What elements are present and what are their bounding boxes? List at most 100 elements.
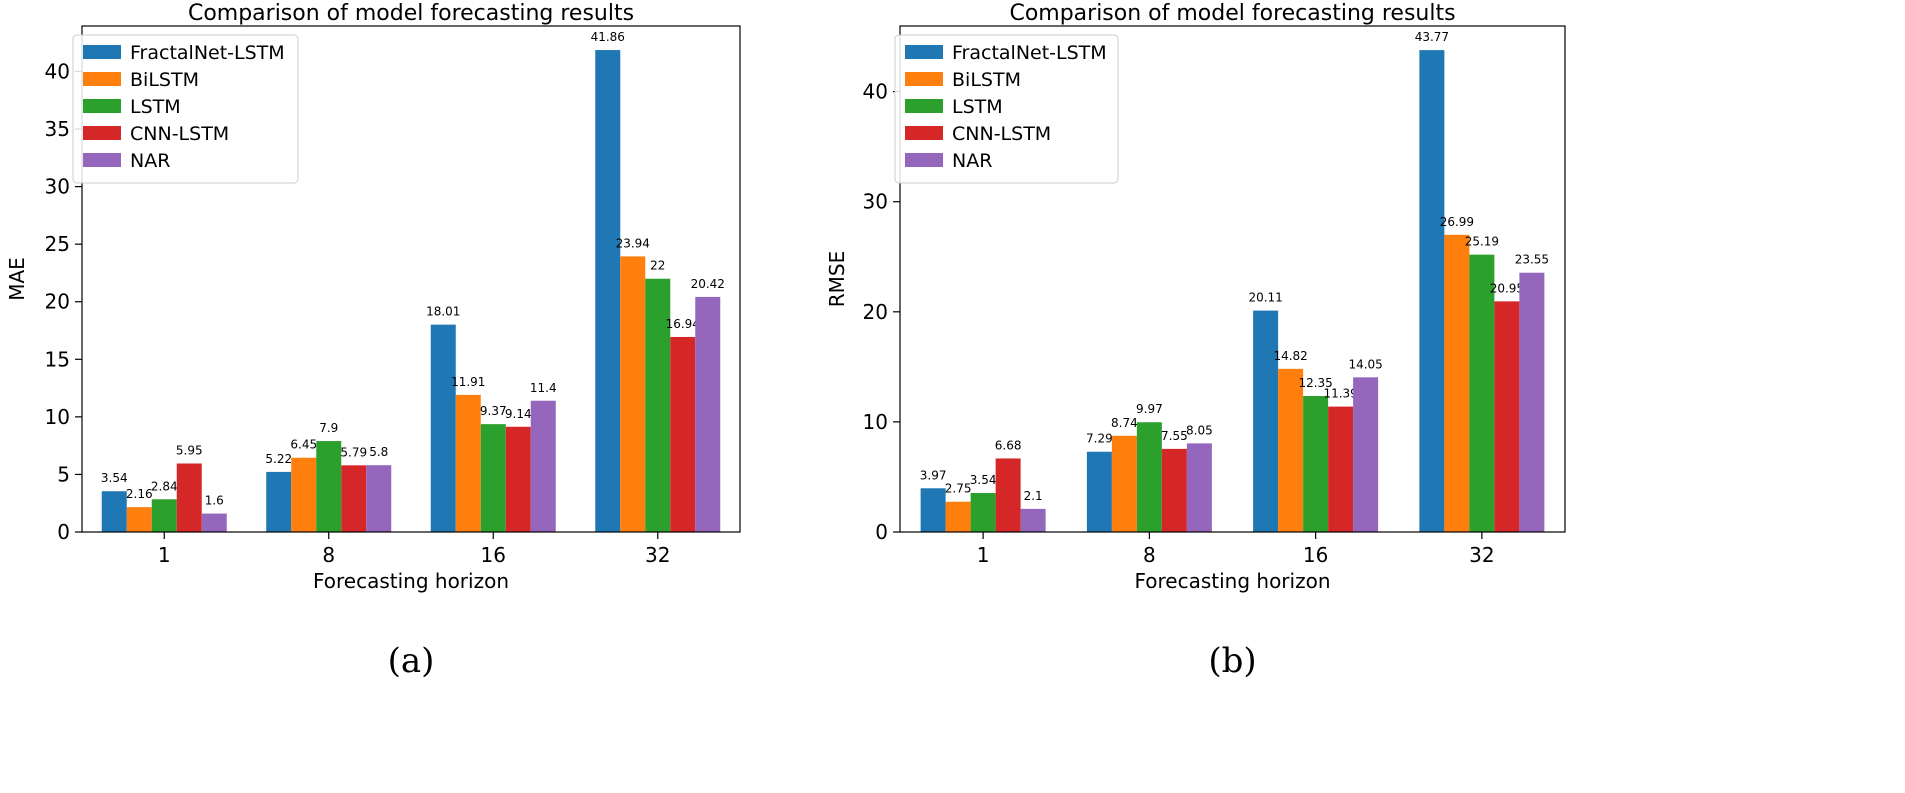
figure-caption: (a) [388, 641, 435, 681]
y-tick-label: 30 [863, 190, 888, 214]
bar [151, 499, 177, 532]
y-axis-label: RMSE [825, 251, 849, 307]
bar [1419, 50, 1445, 533]
bar [126, 507, 152, 532]
bar [1328, 406, 1354, 532]
bar [995, 458, 1021, 532]
bar [505, 426, 531, 532]
y-tick-label: 25 [45, 232, 70, 256]
data-label: 11.4 [530, 381, 557, 395]
bar [1253, 310, 1279, 532]
bar [1494, 301, 1520, 532]
bar [1303, 396, 1329, 532]
legend-swatch [83, 126, 121, 140]
bar [1086, 451, 1112, 532]
data-label: 14.05 [1348, 357, 1382, 371]
series-2: 2.75 8.74 14.82 26.99 [945, 215, 1474, 532]
data-label: 6.68 [995, 438, 1022, 452]
y-tick-label: 20 [45, 290, 70, 314]
data-label: 20.42 [691, 277, 725, 291]
bar [1020, 508, 1046, 532]
legend-swatch [905, 45, 943, 59]
series-4: 5.95 5.79 9.14 16.94 [176, 317, 700, 532]
data-label: 2.84 [151, 479, 178, 493]
data-label: 1.6 [205, 494, 224, 508]
data-label: 5.95 [176, 443, 203, 457]
data-label: 3.54 [101, 471, 128, 485]
x-tick-label: 8 [322, 543, 335, 567]
y-tick-label: 40 [45, 59, 70, 83]
data-label: 26.99 [1440, 215, 1474, 229]
bar [1278, 368, 1304, 532]
data-label: 18.01 [426, 305, 460, 319]
bar [201, 513, 227, 532]
legend-label: BiLSTM [952, 69, 1021, 91]
legend-label: CNN-LSTM [130, 123, 229, 145]
y-tick-label: 15 [45, 347, 70, 371]
y-tick-label: 5 [57, 462, 70, 486]
bar [1111, 435, 1137, 532]
data-label: 6.45 [290, 438, 317, 452]
bar [455, 394, 481, 532]
y-tick-label: 0 [57, 520, 70, 544]
bar [945, 501, 971, 532]
chart-title: Comparison of model forecasting results [188, 1, 634, 26]
legend-swatch [905, 72, 943, 86]
x-tick-label: 16 [481, 543, 506, 567]
legend-label: NAR [130, 150, 170, 172]
x-tick-label: 32 [1469, 543, 1494, 567]
legend-swatch [83, 153, 121, 167]
data-label: 3.54 [970, 473, 997, 487]
legend-swatch [905, 126, 943, 140]
bar [595, 50, 621, 532]
data-label: 8.74 [1111, 416, 1138, 430]
data-label: 2.16 [126, 487, 153, 501]
bar [480, 424, 506, 532]
data-label: 5.8 [369, 445, 388, 459]
legend-label: BiLSTM [130, 69, 199, 91]
data-label: 8.05 [1186, 423, 1213, 437]
chart-panel-2: Comparison of model forecasting results 3… [825, 1, 1566, 681]
bar [1519, 272, 1545, 532]
data-label: 14.82 [1273, 349, 1307, 363]
bar [970, 493, 996, 532]
plot-frame [81, 25, 741, 533]
series-1: 3.97 7.29 20.11 43.77 [920, 30, 1449, 533]
y-tick-label: 0 [875, 520, 888, 544]
data-label: 43.77 [1415, 30, 1449, 44]
y-tick-label: 30 [45, 175, 70, 199]
y-tick-label: 35 [45, 117, 70, 141]
series-5: 1.6 5.8 11.4 20.42 [201, 277, 725, 532]
bar [1353, 377, 1379, 532]
bar [430, 324, 456, 532]
data-label: 20.95 [1490, 281, 1524, 295]
series-3: 3.54 9.97 12.35 25.19 [970, 235, 1499, 533]
legend-label: NAR [952, 150, 992, 172]
legend: FractalNet-LSTM BiLSTM LSTM CNN-LSTM NAR [72, 34, 299, 184]
y-tick-label: 40 [863, 80, 888, 104]
data-label: 9.14 [505, 407, 532, 421]
x-axis-label: Forecasting horizon [1134, 569, 1330, 593]
bar [101, 491, 127, 532]
x-tick-label: 1 [158, 543, 171, 567]
data-label: 11.39 [1323, 387, 1357, 401]
y-tick-label: 10 [45, 405, 70, 429]
y-tick-label: 20 [863, 300, 888, 324]
x-tick-label: 16 [1303, 543, 1328, 567]
legend-swatch [83, 72, 121, 86]
legend-label: FractalNet-LSTM [952, 42, 1107, 64]
data-label: 2.75 [945, 482, 972, 496]
data-label: 23.94 [616, 236, 650, 250]
data-label: 25.19 [1465, 235, 1499, 249]
bar [266, 471, 292, 532]
data-label: 5.79 [340, 445, 367, 459]
bar [1186, 443, 1212, 532]
x-tick-label: 32 [645, 543, 670, 567]
data-label: 23.55 [1515, 253, 1549, 267]
y-axis-label: MAE [5, 257, 29, 301]
series-4: 6.68 7.55 11.39 20.95 [995, 281, 1524, 532]
data-label: 22 [650, 259, 665, 273]
data-label: 7.55 [1161, 429, 1188, 443]
legend-swatch [905, 99, 943, 113]
